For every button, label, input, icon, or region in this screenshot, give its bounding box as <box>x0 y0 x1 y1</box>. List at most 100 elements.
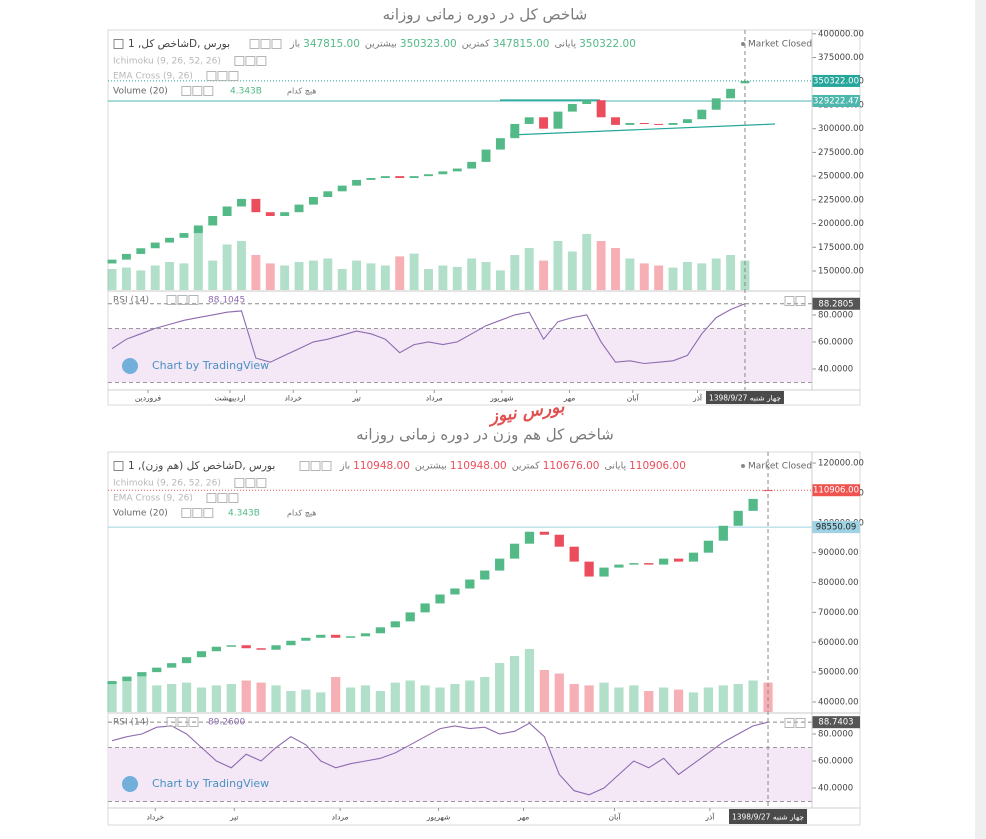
price-label: 110906.00 <box>813 486 859 496</box>
legend-value: 110906.00 <box>629 460 686 472</box>
candle <box>226 645 236 647</box>
legend-label: پایانی <box>554 39 576 50</box>
legend-icon[interactable] <box>249 39 260 49</box>
y-tick-label: 375000.00 <box>818 53 864 63</box>
volume-bar <box>181 682 192 712</box>
legend-icon[interactable] <box>256 478 267 488</box>
legend-icon[interactable] <box>310 461 321 471</box>
status: Market Closed <box>748 462 812 472</box>
price-label: 98550.09 <box>816 523 857 533</box>
legend-icon[interactable] <box>181 508 192 518</box>
volume-bar <box>467 258 477 290</box>
volume-bar <box>222 244 232 290</box>
candle <box>711 98 721 110</box>
legend-icon[interactable] <box>166 717 177 727</box>
legend-icon[interactable] <box>795 718 806 728</box>
legend-icon[interactable] <box>192 86 203 96</box>
legend-icon[interactable] <box>217 493 228 503</box>
volume-bar <box>599 682 609 712</box>
candle <box>193 225 203 234</box>
candle <box>265 212 275 216</box>
legend-icon[interactable] <box>206 71 217 81</box>
candle <box>150 242 160 249</box>
legend-icon[interactable] <box>784 718 795 728</box>
volume-bar <box>345 687 356 712</box>
volume-bar <box>152 685 162 712</box>
candle <box>697 109 707 120</box>
legend-icon[interactable] <box>784 296 795 306</box>
y-tick-label: 120000.00 <box>818 459 864 469</box>
legend-icon[interactable] <box>256 56 267 66</box>
date-label: 1398/9/27 چهار شنبه <box>732 813 804 822</box>
tv-credit: Chart by TradingView <box>152 777 269 790</box>
candle <box>554 534 564 547</box>
collapse-icon[interactable] <box>113 39 124 49</box>
legend-value: 347815.00 <box>493 38 550 50</box>
legend-icon[interactable] <box>245 56 256 66</box>
legend-label: بیشترین <box>365 39 397 50</box>
candle <box>241 645 251 649</box>
volume-bar <box>711 258 721 290</box>
legend-icon[interactable] <box>245 478 256 488</box>
legend-icon[interactable] <box>260 39 271 49</box>
legend-icon[interactable] <box>228 493 239 503</box>
legend-icon[interactable] <box>795 296 806 306</box>
collapse-icon[interactable] <box>113 461 124 471</box>
volume-bar <box>167 684 177 712</box>
rsi-tick-label: 80.0000 <box>818 729 853 739</box>
legend-icon[interactable] <box>181 86 192 96</box>
date-box <box>729 809 808 824</box>
volume-bar <box>107 684 117 712</box>
legend-icon[interactable] <box>177 717 188 727</box>
legend-icon[interactable] <box>203 508 214 518</box>
volume-bar <box>524 248 534 290</box>
legend-icon[interactable] <box>188 295 199 305</box>
side-strip <box>975 0 986 839</box>
volume-bar <box>331 677 341 712</box>
volume-bar <box>352 260 362 290</box>
legend-icon[interactable] <box>192 508 203 518</box>
volume-bar <box>452 266 462 290</box>
candle <box>331 634 341 638</box>
legend-icon[interactable] <box>188 717 199 727</box>
candle <box>539 117 549 129</box>
volume-bar <box>256 682 266 712</box>
legend-icon[interactable] <box>234 56 245 66</box>
y-tick-label: 60000.00 <box>818 638 859 648</box>
y-tick-label: 40000.00 <box>818 697 859 707</box>
rsi-legend-value: 89.2600 <box>208 718 245 728</box>
volume-bar <box>481 262 491 290</box>
candle <box>208 215 218 226</box>
indicator-label: Ichimoku (9, 26, 52, 26) <box>113 479 221 489</box>
candle <box>567 104 577 112</box>
legend-label: پایانی <box>604 461 626 472</box>
legend-icon[interactable] <box>166 295 177 305</box>
status-dot <box>741 42 745 46</box>
volume-bar <box>121 267 131 290</box>
legend-icon[interactable] <box>299 461 310 471</box>
candle <box>424 174 433 177</box>
legend-icon[interactable] <box>234 478 245 488</box>
volume-bar <box>509 656 520 712</box>
legend-icon[interactable] <box>228 71 239 81</box>
candle <box>107 681 117 685</box>
volume-bar <box>688 692 699 712</box>
legend-icon[interactable] <box>217 71 228 81</box>
legend-icon[interactable] <box>203 86 214 96</box>
candle <box>438 171 448 175</box>
candle <box>726 88 736 99</box>
legend-label: بیشترین <box>415 461 447 472</box>
legend-icon[interactable] <box>321 461 332 471</box>
candle <box>524 531 535 544</box>
volume-bar <box>596 241 606 290</box>
candle <box>582 100 592 105</box>
date-label: 1398/9/27 چهار شنبه <box>709 394 781 403</box>
x-tick-label: مرداد <box>426 394 443 403</box>
volume-bar <box>644 691 654 712</box>
legend-icon[interactable] <box>271 39 282 49</box>
indicator-label: EMA Cross (9, 26) <box>113 494 193 504</box>
candle <box>251 198 261 213</box>
legend-icon[interactable] <box>177 295 188 305</box>
legend-icon[interactable] <box>206 493 217 503</box>
